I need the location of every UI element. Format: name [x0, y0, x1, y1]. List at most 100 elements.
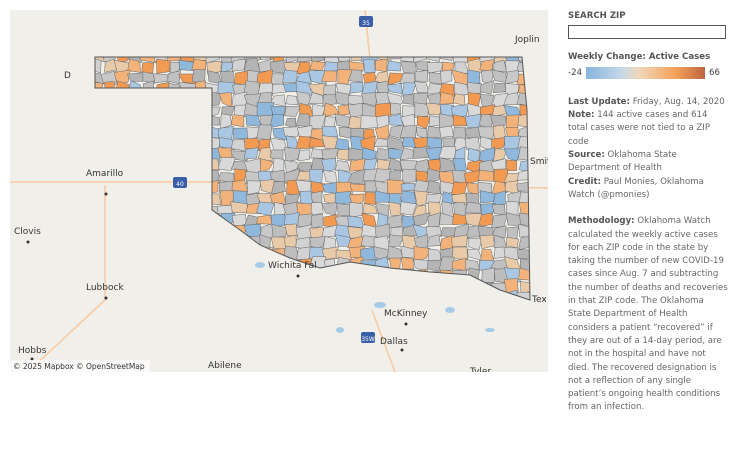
place-label: Tyler — [469, 367, 491, 372]
zip-area — [464, 136, 481, 151]
zip-area — [518, 223, 530, 238]
zip-area — [337, 104, 350, 116]
zip-area — [230, 57, 246, 62]
city-dot — [296, 274, 300, 278]
place-label: Clovis — [14, 227, 41, 237]
notes: Last Update: Friday, Aug. 14, 2020 Note: … — [568, 96, 728, 202]
place-label: Smit — [530, 157, 548, 167]
shield-label: 40 — [176, 181, 184, 188]
shield-label: 35W — [361, 336, 375, 343]
shield-label: 35 — [362, 20, 370, 27]
zip-area — [243, 147, 259, 160]
zip-area — [285, 95, 298, 106]
zip-area — [169, 61, 180, 75]
city-dot — [104, 192, 108, 196]
map: Joplin Amarillo Clovis Lubbock Hobbs Abilene W… — [10, 10, 548, 372]
zip-area — [321, 126, 339, 139]
zip-area — [349, 183, 366, 192]
zip-area — [374, 58, 388, 73]
note: Source: Oklahoma State Department of Hea… — [568, 149, 728, 176]
zip-area — [429, 115, 440, 127]
note-label: Credit: — [568, 176, 602, 187]
zip-area — [361, 212, 377, 229]
zip-area — [141, 62, 154, 74]
zip-area — [518, 267, 530, 281]
zip-area — [520, 281, 530, 294]
zip-area — [401, 82, 417, 97]
zip-area — [477, 126, 496, 140]
note: Last Update: Friday, Aug. 14, 2020 — [568, 96, 728, 109]
zip-area — [256, 201, 275, 216]
zip-area — [233, 104, 248, 118]
zip-area — [324, 116, 336, 130]
zip-area — [282, 126, 300, 137]
zip-area — [334, 191, 353, 205]
zip-area — [167, 70, 181, 84]
zip-area — [321, 70, 337, 82]
zip-area — [401, 168, 417, 184]
place-label: Hobbs — [18, 346, 47, 356]
zip-area — [349, 201, 364, 218]
zip-area — [386, 60, 402, 72]
zip-area — [388, 157, 403, 172]
zip-area — [442, 137, 456, 149]
zip-area — [230, 114, 245, 128]
note: Note: 144 active cases and 614 total cas… — [568, 109, 728, 149]
place-label: Tex — [531, 295, 547, 305]
zip-area — [284, 147, 301, 163]
attribution-bg — [10, 360, 150, 372]
zip-area — [464, 202, 482, 214]
zip-area — [390, 102, 402, 116]
attribution: © 2025 Mapbox © OpenStreetMap — [13, 362, 145, 371]
zip-area — [440, 69, 453, 85]
zip-area — [505, 159, 517, 171]
zip-area — [257, 147, 273, 162]
zip-area — [282, 69, 298, 83]
zip-area — [492, 190, 506, 207]
note-label: Last Update: — [568, 96, 630, 107]
color-ramp — [586, 67, 706, 80]
place-label: McKinney — [384, 309, 428, 319]
zip-area — [464, 113, 481, 129]
methodology: Methodology: Oklahoma Watch calculated t… — [568, 215, 728, 414]
zip-area — [386, 57, 405, 60]
zip-area — [360, 57, 378, 63]
zip-area — [426, 57, 442, 62]
zip-area — [220, 61, 234, 74]
place-label: Dallas — [380, 337, 408, 347]
note-text: Paul Monies, Oklahoma Watch (@pmonies) — [568, 176, 704, 200]
zip-area — [284, 106, 301, 117]
zip-area — [480, 80, 495, 95]
legend: -24 66 — [568, 67, 728, 80]
zip-area — [439, 57, 455, 61]
search-input[interactable] — [568, 25, 726, 40]
zip-area — [451, 234, 468, 248]
zip-area — [256, 214, 274, 225]
place-label: Joplin — [514, 35, 540, 45]
zip-area — [492, 82, 508, 94]
zip-area — [156, 58, 171, 74]
legend-min: -24 — [568, 67, 583, 78]
note-label: Methodology: — [568, 216, 635, 227]
zip-area — [270, 180, 286, 195]
city-dot — [400, 348, 404, 352]
zip-area — [204, 57, 222, 64]
place-label: Wichita Fal — [268, 261, 317, 271]
road-shield — [173, 177, 187, 188]
zip-area — [439, 125, 455, 138]
zip-area — [218, 137, 236, 151]
zip-area — [517, 234, 530, 251]
zip-area — [349, 81, 364, 94]
zip-area — [246, 180, 262, 195]
road-shield — [361, 332, 375, 343]
note-text: 144 active cases and 614 total cases wer… — [568, 110, 711, 147]
zip-area — [153, 73, 169, 84]
zip-area — [438, 256, 455, 273]
city-dot — [104, 296, 108, 300]
state-outline — [94, 56, 531, 301]
city-dot — [404, 322, 408, 326]
note-label: Note: — [568, 110, 595, 121]
zip-area — [375, 223, 390, 238]
note-text: Oklahoma Watch calculated the weekly act… — [568, 216, 728, 413]
